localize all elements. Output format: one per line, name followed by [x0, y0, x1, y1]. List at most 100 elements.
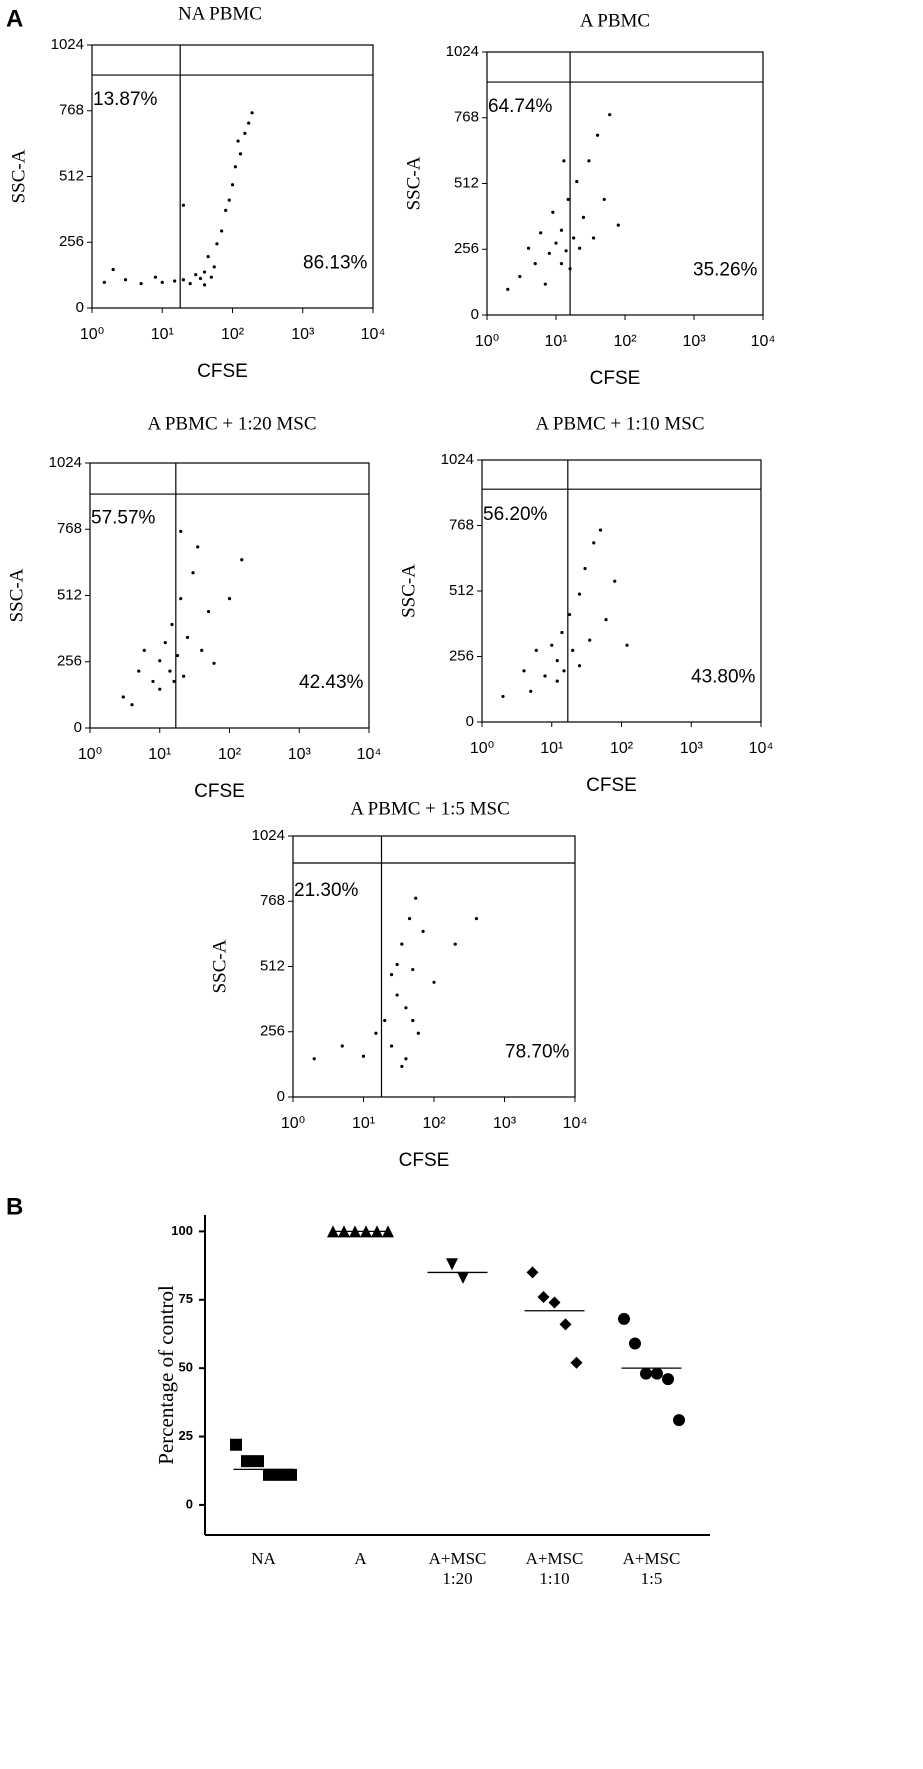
event-dot [151, 679, 155, 684]
event-dot [522, 669, 526, 673]
event-dot [233, 165, 238, 169]
x-tick-label: 10² [613, 333, 637, 350]
x-tick-label: 10⁴ [751, 333, 776, 350]
event-dot [389, 973, 394, 977]
event-dot [566, 197, 570, 202]
event-dot [604, 618, 608, 622]
x-tick-label: 10⁴ [361, 326, 386, 343]
quadrant-label: 64.74% [488, 96, 553, 117]
y-axis-label: Percentage of control [154, 1285, 178, 1465]
event-dot [587, 159, 591, 163]
event-dot [102, 280, 106, 284]
y-tick-label: 256 [260, 1023, 285, 1040]
event-dot [453, 942, 457, 946]
event-dot [185, 635, 190, 640]
event-dot [577, 592, 582, 596]
event-dot [160, 280, 164, 284]
quadrant-label: 42.43% [299, 672, 364, 693]
y-tick-label: 1024 [441, 451, 474, 468]
event-dot [562, 159, 566, 163]
x-tick-label: 10³ [682, 333, 706, 350]
quadrant-label: 21.30% [294, 880, 359, 901]
event-dot [243, 131, 247, 135]
y-axis-label: SSC-A [403, 156, 424, 210]
event-dot [583, 566, 587, 571]
event-dot [383, 1018, 387, 1023]
event-dot [562, 669, 566, 673]
event-dot [567, 612, 572, 617]
x-tick-label: A [354, 1549, 367, 1568]
event-dot [595, 133, 600, 137]
y-tick-label: 0 [466, 713, 474, 730]
event-dot [578, 246, 582, 250]
x-axis-label: CFSE [194, 781, 245, 802]
event-dot [172, 679, 176, 684]
event-dot [182, 674, 186, 678]
data-point [274, 1468, 286, 1481]
event-dot [407, 916, 412, 921]
x-tick-label: 10⁴ [749, 740, 774, 757]
data-point [640, 1367, 652, 1380]
event-dot [577, 664, 582, 668]
x-tick-label: 10⁰ [80, 326, 104, 343]
data-point [285, 1468, 297, 1481]
event-dot [238, 152, 243, 156]
event-dot [142, 648, 146, 652]
event-dot [432, 980, 436, 984]
event-dot [404, 1006, 408, 1010]
quadrant-label: 56.20% [483, 504, 548, 525]
y-tick-label: 256 [59, 233, 84, 250]
event-dot [559, 228, 564, 232]
y-axis-label: SSC-A [209, 939, 230, 993]
event-dot [188, 282, 192, 286]
y-tick-label: 25 [179, 1428, 193, 1443]
data-point [548, 1296, 561, 1309]
y-tick-label: 1024 [51, 36, 84, 53]
x-tick-label: 10³ [680, 740, 704, 757]
event-dot [202, 283, 207, 287]
x-tick-label: 10¹ [151, 326, 174, 343]
y-axis-label: SSC-A [398, 564, 419, 618]
event-dot [533, 262, 537, 266]
y-tick-label: 0 [471, 306, 479, 323]
x-tick-label: 10³ [493, 1115, 517, 1132]
event-dot [206, 609, 211, 614]
y-tick-label: 256 [454, 240, 479, 257]
event-dot [543, 674, 547, 678]
event-dot [404, 1057, 408, 1061]
x-axis-label: CFSE [399, 1150, 450, 1171]
data-point [629, 1337, 641, 1350]
event-dot [200, 648, 204, 652]
event-dot [564, 249, 568, 253]
quadrant-label: 35.26% [693, 259, 758, 280]
event-dot [194, 273, 198, 277]
event-dot [559, 262, 564, 266]
x-tick-label: 10² [218, 746, 242, 763]
data-point [457, 1271, 469, 1284]
panel-label: B [6, 1193, 23, 1220]
y-tick-label: 768 [449, 516, 474, 533]
event-dot [212, 661, 216, 665]
event-dot [575, 179, 579, 184]
y-tick-label: 512 [57, 586, 82, 603]
x-tick-label: 10³ [291, 326, 315, 343]
y-tick-label: 75 [179, 1291, 193, 1306]
y-tick-label: 768 [59, 102, 84, 119]
event-dot [215, 242, 219, 246]
event-dot [581, 215, 586, 220]
event-dot [230, 183, 235, 187]
data-point [526, 1266, 539, 1279]
event-dot [198, 276, 203, 281]
data-point [559, 1318, 572, 1331]
x-axis-label: CFSE [586, 775, 637, 796]
chart-title: A PBMC [580, 10, 650, 31]
event-dot [196, 545, 200, 549]
event-dot [518, 274, 522, 279]
event-dot [170, 622, 174, 627]
chart-title: A PBMC + 1:10 MSC [535, 413, 704, 434]
y-tick-label: 0 [277, 1088, 285, 1105]
event-dot [555, 679, 559, 683]
quadrant-label: 13.87% [93, 89, 158, 110]
